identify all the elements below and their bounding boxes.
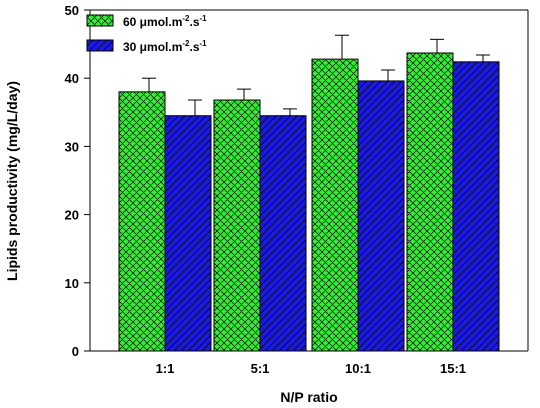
legend: 60 μmol.m-2.s-1 30 μmol.m-2.s-1 (86, 14, 207, 54)
y-tick-label: 0 (72, 344, 79, 359)
legend-swatch-series1 (86, 14, 114, 27)
bar-series1-10to1 (311, 58, 359, 352)
bar-series2-15to1 (452, 61, 500, 352)
x-tick-label: 15:1 (440, 361, 466, 376)
legend-swatch-series2 (86, 39, 114, 52)
y-tick-label: 40 (65, 71, 79, 86)
bars-layer (118, 52, 500, 352)
legend-label-series1: 60 μmol.m-2.s-1 (123, 14, 207, 29)
y-tick-label: 10 (65, 276, 79, 291)
y-axis-title: Lipids productivity (mg/L/day) (4, 81, 20, 281)
bar-series2-10to1 (357, 80, 405, 352)
y-tick-label: 30 (65, 139, 79, 154)
y-tick-label: 50 (65, 3, 79, 18)
x-axis-title: N/P ratio (280, 389, 337, 405)
x-tick-label: 10:1 (345, 361, 371, 376)
y-tick-label: 20 (65, 208, 79, 223)
bar-series2-5to1 (259, 115, 307, 352)
bar-series2-1to1 (164, 115, 212, 352)
bar-series1-15to1 (406, 52, 454, 352)
x-tick-label: 5:1 (251, 361, 270, 376)
error-bars-layer (142, 34, 490, 116)
bar-series1-5to1 (213, 99, 261, 352)
axes (89, 9, 529, 352)
y-ticks: 0 10 20 30 40 50 (65, 3, 90, 359)
legend-label-series2: 30 μmol.m-2.s-1 (123, 39, 207, 54)
x-tick-label: 1:1 (156, 361, 175, 376)
bar-series1-1to1 (118, 91, 166, 352)
x-ticks: 1:1 5:1 10:1 15:1 (156, 361, 466, 376)
